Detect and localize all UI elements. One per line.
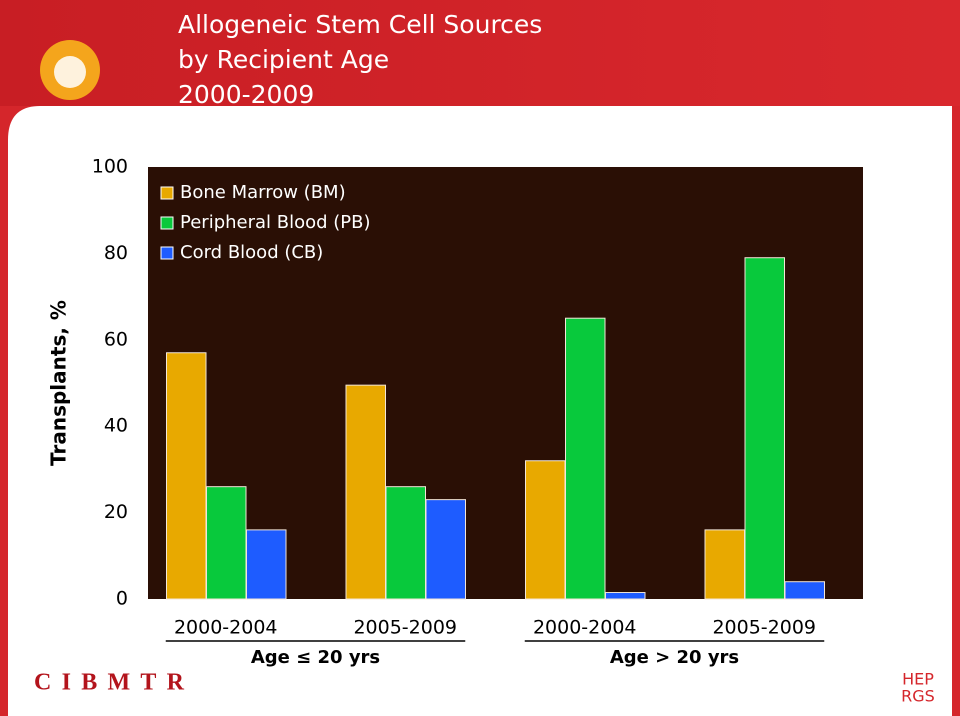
logo-text: HEP <box>902 670 934 689</box>
title-line: 2000-2009 <box>178 80 314 109</box>
group-label: Age > 20 yrs <box>610 647 739 668</box>
bar <box>525 460 566 600</box>
x-tick-label: 2000-2004 <box>533 617 637 639</box>
y-tick-label: 0 <box>116 588 128 610</box>
header-band <box>0 0 960 106</box>
logo-text: RGS <box>901 687 935 706</box>
y-tick-label: 100 <box>92 156 128 178</box>
plot-area <box>148 167 863 599</box>
legend-swatch <box>160 246 174 260</box>
header-logo-face <box>54 56 86 88</box>
title-line: Allogeneic Stem Cell Sources <box>178 10 542 39</box>
bar <box>565 317 606 600</box>
y-axis-label: Transplants, % <box>47 300 71 466</box>
bar <box>784 581 825 600</box>
legend-label: Peripheral Blood (PB) <box>180 212 371 233</box>
bar <box>744 257 785 600</box>
bar <box>704 529 745 600</box>
y-tick-label: 20 <box>104 501 128 523</box>
x-tick-label: 2000-2004 <box>174 617 278 639</box>
bar <box>166 352 207 600</box>
x-tick-label: 2005-2009 <box>712 617 816 639</box>
y-tick-label: 80 <box>104 242 128 264</box>
title-line: by Recipient Age <box>178 45 389 74</box>
legend-swatch <box>160 186 174 200</box>
bar <box>425 499 466 600</box>
bar <box>605 592 646 600</box>
bar <box>206 486 247 600</box>
bar <box>385 486 426 600</box>
y-tick-label: 60 <box>104 328 128 350</box>
legend-label: Cord Blood (CB) <box>180 242 323 263</box>
bar <box>345 384 386 600</box>
y-tick-label: 40 <box>104 415 128 437</box>
legend-label: Bone Marrow (BM) <box>180 182 346 203</box>
bar <box>246 529 287 600</box>
x-tick-label: 2005-2009 <box>353 617 457 639</box>
legend-swatch <box>160 216 174 230</box>
group-label: Age ≤ 20 yrs <box>251 647 380 668</box>
